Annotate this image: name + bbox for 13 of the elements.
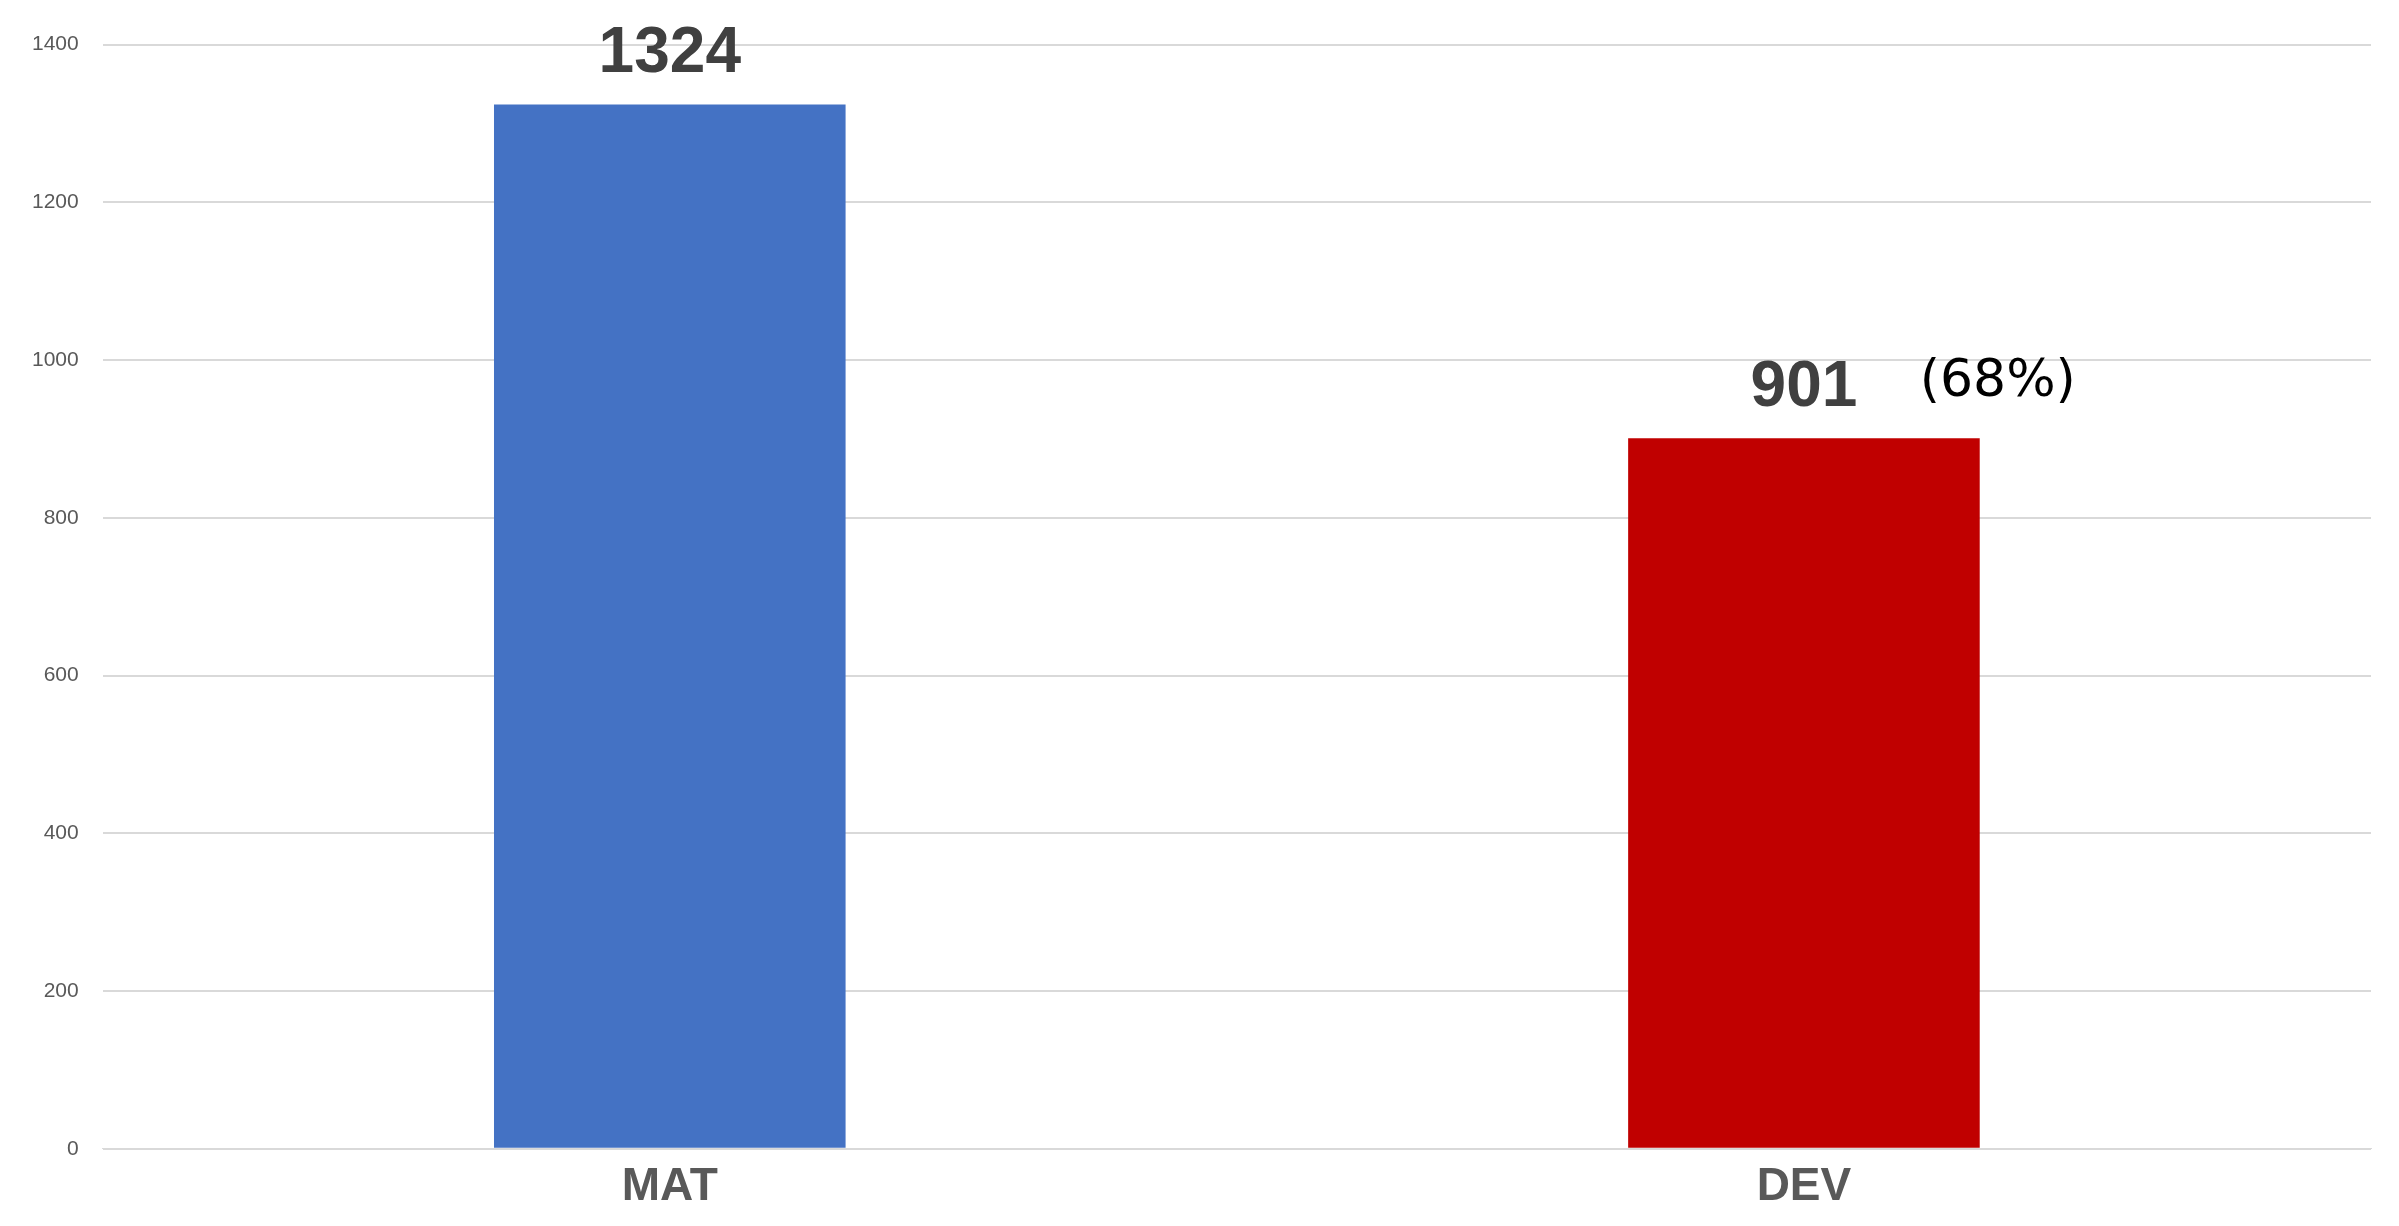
y-tick-label: 1000: [32, 346, 79, 370]
y-tick-label: 1200: [32, 189, 79, 213]
y-tick-label: 1400: [32, 31, 79, 55]
y-tick-label: 800: [43, 504, 79, 528]
x-tick-label: DEV: [1756, 1158, 1852, 1211]
y-tick-label: 400: [43, 820, 79, 844]
x-tick-label: MAT: [621, 1158, 718, 1211]
annotation: (68%): [1919, 347, 2076, 408]
y-tick-label: 0: [67, 1135, 79, 1159]
y-tick-label: 200: [43, 977, 79, 1001]
data-label: 1324: [598, 14, 742, 87]
data-label: 901: [1750, 347, 1858, 420]
y-tick-label: 600: [43, 662, 79, 686]
